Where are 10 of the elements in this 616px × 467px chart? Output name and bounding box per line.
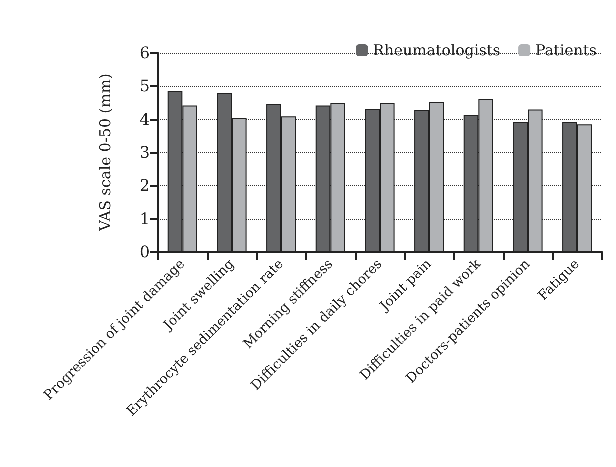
y-tick-label: 4 (140, 110, 150, 129)
y-tick-label: 3 (140, 143, 150, 162)
y-tick-label: 6 (140, 44, 150, 62)
y-tick-label: 5 (140, 76, 150, 96)
y-tick-label: 0 (140, 242, 150, 262)
y-axis-title: VAS scale 0-50 (mm) (96, 74, 114, 232)
y-tick-label: 2 (140, 176, 150, 196)
y-tick-label: 1 (140, 209, 150, 228)
legend-label: Rheumatologists (373, 42, 501, 60)
legend-label: Patients (536, 42, 598, 60)
